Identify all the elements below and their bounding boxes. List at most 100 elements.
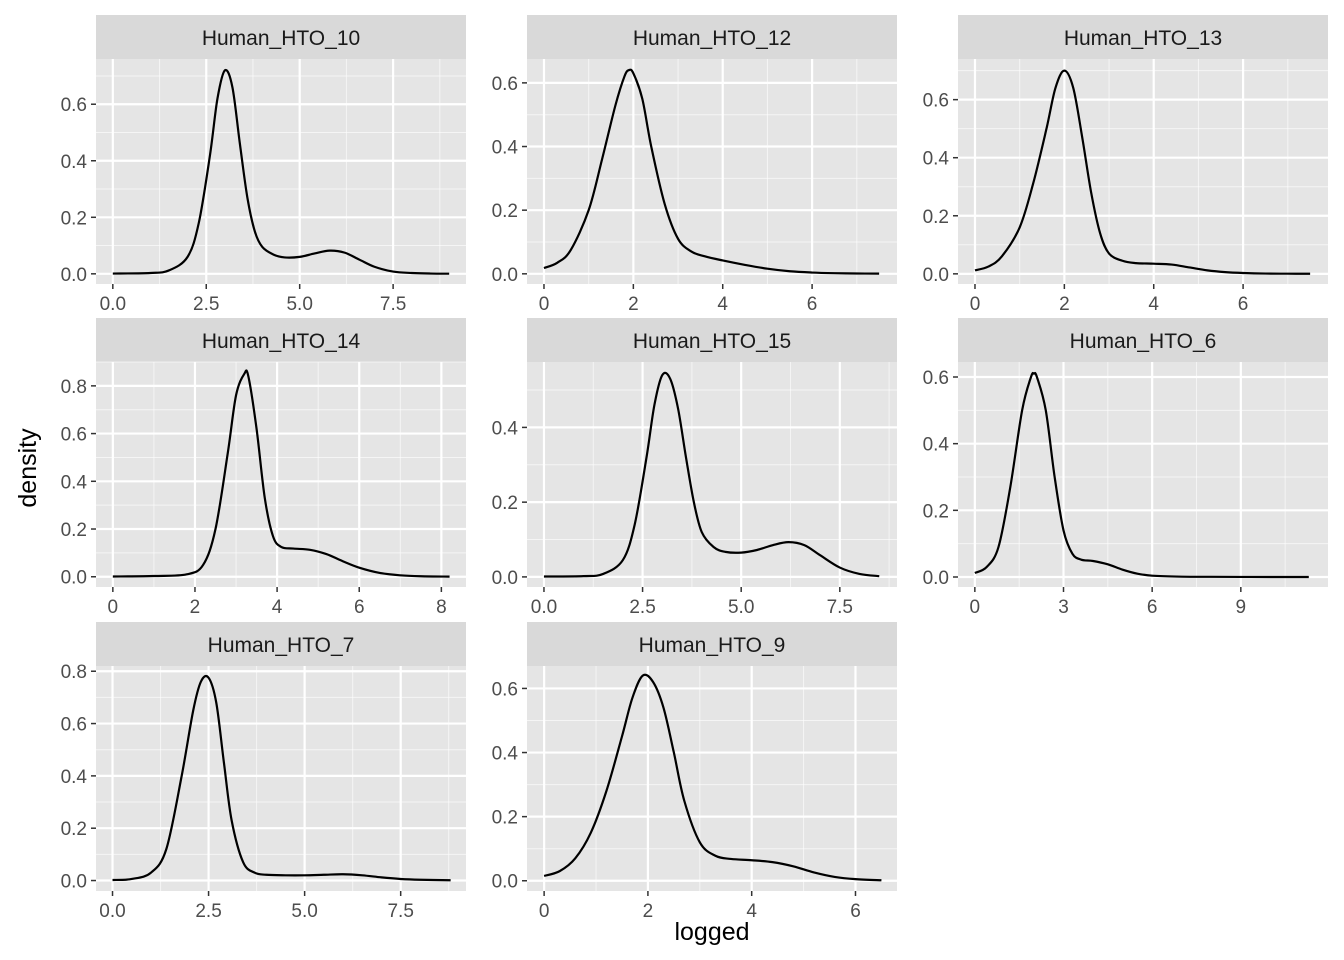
y-tick-label: 0.0 (492, 568, 518, 589)
y-tick-label: 0.8 (61, 662, 87, 683)
y-tick-label: 0.6 (923, 91, 949, 112)
panel-background (527, 59, 897, 284)
x-tick-label: 2.5 (193, 294, 219, 315)
x-tick-label: 0.0 (100, 294, 126, 315)
density-curve (974, 69, 1311, 275)
x-tick-label: 0.0 (99, 901, 125, 922)
x-tick-label: 0.0 (531, 597, 557, 618)
y-tick-label: 0.0 (492, 872, 518, 893)
x-tick-label: 0 (108, 597, 119, 618)
y-tick-label: 0.0 (492, 265, 518, 286)
x-tick-label: 2 (1059, 294, 1070, 315)
facet-title: Human_HTO_7 (208, 634, 355, 657)
y-tick-label: 0.6 (61, 715, 87, 736)
y-tick-label: 0.4 (61, 152, 88, 173)
density-curve (112, 674, 451, 882)
facet-panel: Human_HTO_12 0 2 4 6 0.0 0.2 0.4 0.6 (492, 15, 897, 315)
y-tick-label: 0.2 (61, 819, 87, 840)
y-tick-label: 0.4 (61, 767, 88, 788)
x-tick-label: 2.5 (629, 597, 655, 618)
y-axis-title: density (14, 428, 42, 508)
facet-panel: Human_HTO_6 0 3 6 9 0.0 0.2 0.4 0.6 (923, 318, 1328, 618)
y-tick-label: 0.4 (492, 744, 519, 765)
x-tick-label: 0 (539, 901, 550, 922)
facet-strip (527, 318, 897, 362)
facet-panel: Human_HTO_9 0 2 4 6 0.0 0.2 0.4 0.6 (492, 622, 897, 922)
x-tick-label: 2.5 (195, 901, 221, 922)
panel-background (96, 59, 466, 284)
y-tick-label: 0.2 (492, 493, 518, 514)
y-tick-label: 0.2 (923, 207, 949, 228)
x-tick-label: 7.5 (380, 294, 406, 315)
x-tick-label: 6 (1147, 597, 1158, 618)
y-tick-label: 0.4 (492, 418, 519, 439)
x-tick-label: 0 (539, 294, 550, 315)
x-tick-label: 6 (354, 597, 365, 618)
facet-title: Human_HTO_15 (633, 330, 791, 353)
x-axis-title: logged (674, 918, 749, 946)
panel-background (96, 666, 466, 891)
x-tick-label: 4 (1148, 294, 1159, 315)
facet-title: Human_HTO_14 (202, 330, 361, 353)
x-tick-label: 0 (970, 294, 981, 315)
panel-background (958, 362, 1328, 587)
facet-strip (96, 15, 466, 59)
facet-title: Human_HTO_6 (1070, 330, 1217, 353)
x-tick-label: 6 (1238, 294, 1249, 315)
x-tick-label: 5.0 (291, 901, 317, 922)
facet-panel: Human_HTO_15 0.0 2.5 5.0 7.5 0.0 0.2 0.4 (492, 318, 897, 618)
density-curve (543, 68, 880, 275)
x-tick-label: 2 (628, 294, 639, 315)
y-tick-label: 0.4 (923, 149, 950, 170)
facet-title: Human_HTO_13 (1064, 27, 1222, 50)
facet-strip (96, 318, 466, 362)
facet-panels: Human_HTO_100.0 2.5 5.0 7.50.00.20.40.6Huma… (61, 15, 1328, 922)
facet-panel: Human_HTO_10 0.0 2.5 5.0 7.5 0.0 0.2 0.4 0.6 (61, 15, 466, 315)
facet-strip (527, 15, 897, 59)
x-tick-label: 4 (746, 901, 757, 922)
x-tick-label: 7.5 (827, 597, 853, 618)
x-tick-label: 6 (850, 901, 861, 922)
y-tick-label: 0.8 (61, 377, 87, 398)
y-tick-label: 0.0 (61, 265, 87, 286)
facet-panel: Human_HTO_13 0 2 4 6 0.0 0.2 0.4 0.6 (923, 15, 1328, 315)
facet-title: Human_HTO_9 (639, 634, 786, 657)
x-tick-label: 2 (643, 901, 654, 922)
x-tick-label: 0 (970, 597, 981, 618)
y-tick-label: 0.6 (61, 95, 87, 116)
y-tick-label: 0.2 (492, 201, 518, 222)
panel-background (527, 666, 897, 891)
y-tick-label: 0.2 (923, 501, 949, 522)
x-tick-label: 7.5 (387, 901, 413, 922)
y-tick-label: 0.6 (923, 368, 949, 389)
y-tick-label: 0.4 (492, 138, 519, 159)
panel-background (96, 362, 466, 587)
y-tick-label: 0.4 (923, 435, 950, 456)
facet-strip (96, 622, 466, 666)
y-tick-label: 0.0 (923, 568, 949, 589)
facet-title: Human_HTO_10 (202, 27, 360, 50)
x-tick-label: 4 (272, 597, 283, 618)
x-tick-label: 6 (807, 294, 818, 315)
y-tick-label: 0.0 (923, 265, 949, 286)
y-tick-label: 0.0 (61, 872, 87, 893)
y-tick-label: 0.2 (61, 208, 87, 229)
x-tick-label: 2 (190, 597, 201, 618)
facet-panel: Human_HTO_7 0.0 2.5 5.0 7.5 0.0 0.2 0.4 0.6 0.8 (61, 622, 466, 922)
y-tick-label: 0.6 (61, 425, 87, 446)
density-curve (543, 673, 882, 882)
facet-strip (958, 318, 1328, 362)
y-tick-label: 0.2 (61, 520, 87, 541)
facet-strip (527, 622, 897, 666)
x-tick-label: 9 (1236, 597, 1247, 618)
x-tick-label: 4 (717, 294, 728, 315)
y-tick-label: 0.6 (492, 74, 518, 95)
density-curve (112, 369, 450, 578)
y-tick-label: 0.6 (492, 679, 518, 700)
x-tick-label: 5.0 (286, 294, 312, 315)
panel-background (958, 59, 1328, 284)
x-tick-label: 5.0 (728, 597, 754, 618)
y-tick-label: 0.2 (492, 808, 518, 829)
x-tick-label: 3 (1058, 597, 1069, 618)
